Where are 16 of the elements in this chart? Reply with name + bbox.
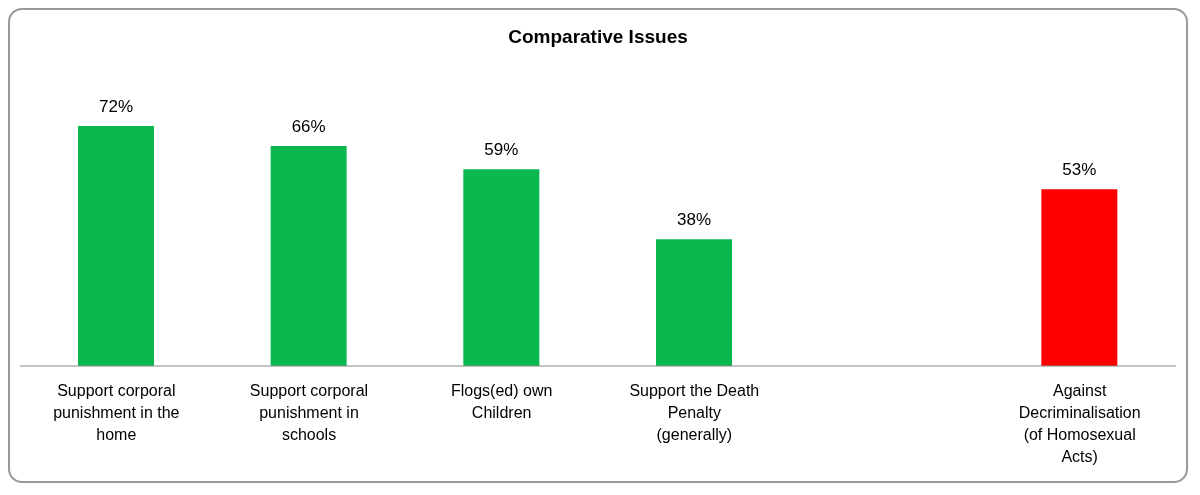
x-tick-label: Flogs(ed) own Children <box>450 382 553 421</box>
data-label: 53% <box>1062 160 1097 180</box>
data-label: 66% <box>291 117 326 136</box>
bar <box>270 146 347 366</box>
x-tick-label: Support corporal punishment in the home <box>53 382 180 443</box>
data-label: 72% <box>98 97 134 116</box>
x-tick-label: Support the Death Penalty (generally) <box>629 382 760 443</box>
bar <box>1041 189 1118 366</box>
data-label: 59% <box>484 140 519 160</box>
chart-title: Comparative Issues <box>507 25 689 49</box>
x-tick-label: Support corporal punishment in schools <box>249 382 369 443</box>
x-tick-label: Against Decriminalisation (of Homosexual Acts) <box>1018 382 1141 465</box>
data-label: 38% <box>676 210 712 230</box>
bar <box>78 126 154 366</box>
bar <box>463 169 540 366</box>
bar <box>656 239 732 366</box>
